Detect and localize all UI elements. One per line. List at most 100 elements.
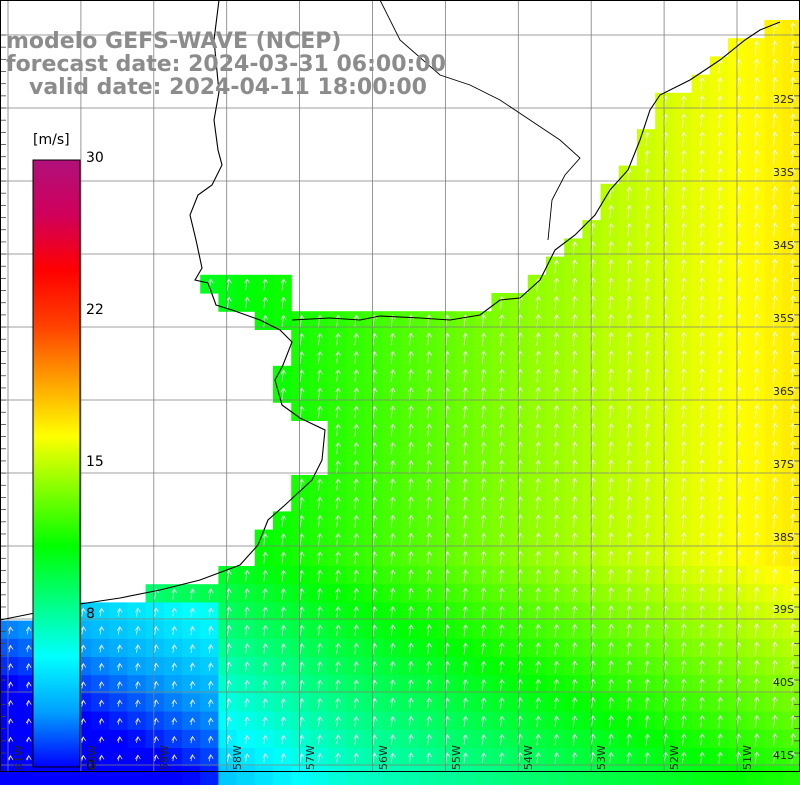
field-cell bbox=[655, 329, 674, 349]
field-cell bbox=[509, 365, 529, 385]
field-cell bbox=[600, 584, 620, 603]
wind-arrow bbox=[699, 623, 705, 638]
wind-arrow bbox=[790, 440, 796, 456]
wind-arrow bbox=[335, 642, 341, 655]
wind-arrow bbox=[608, 641, 614, 656]
field-cell bbox=[746, 547, 765, 567]
field-cell bbox=[600, 693, 620, 713]
field-cell bbox=[491, 456, 511, 476]
wind-arrow bbox=[608, 623, 614, 637]
field-cell bbox=[382, 511, 401, 531]
wind-arrow bbox=[389, 660, 396, 673]
wind-arrow bbox=[189, 735, 196, 744]
wind-arrow bbox=[790, 276, 796, 293]
field-cell bbox=[600, 220, 620, 239]
wind-arrow bbox=[699, 386, 705, 402]
wind-arrow bbox=[699, 714, 705, 728]
field-cell bbox=[182, 729, 201, 749]
field-cell bbox=[218, 693, 238, 713]
field-cell bbox=[564, 274, 583, 294]
wind-arrow bbox=[626, 696, 633, 710]
field-cell bbox=[273, 675, 292, 694]
wind-arrow bbox=[626, 605, 633, 619]
field-cell bbox=[382, 475, 401, 494]
field-cell bbox=[364, 620, 383, 640]
wind-arrow bbox=[772, 678, 778, 692]
field-cell bbox=[436, 365, 456, 385]
field-cell bbox=[345, 493, 365, 512]
field-cell bbox=[218, 675, 238, 694]
field-cell bbox=[400, 566, 420, 585]
field-cell bbox=[473, 365, 492, 385]
wind-arrow bbox=[699, 568, 705, 583]
wind-arrow bbox=[535, 514, 542, 528]
wind-arrow bbox=[298, 514, 305, 528]
wind-arrow bbox=[353, 606, 360, 619]
field-cell bbox=[273, 657, 292, 676]
field-cell bbox=[546, 766, 565, 785]
field-cell bbox=[564, 511, 583, 531]
wind-arrow bbox=[389, 752, 396, 763]
wind-arrow bbox=[681, 186, 687, 201]
field-cell bbox=[728, 365, 747, 385]
field-cell bbox=[728, 111, 747, 130]
field-cell bbox=[473, 748, 492, 767]
field-cell bbox=[200, 602, 219, 622]
field-cell bbox=[473, 566, 492, 585]
wind-arrow bbox=[753, 386, 760, 402]
field-cell bbox=[709, 657, 729, 676]
field-cell bbox=[455, 547, 474, 567]
field-cell bbox=[582, 766, 602, 785]
wind-arrow bbox=[499, 350, 505, 365]
wind-arrow bbox=[280, 606, 287, 618]
field-cell bbox=[746, 420, 765, 440]
field-cell bbox=[509, 566, 529, 585]
wind-arrow bbox=[499, 697, 505, 709]
field-cell bbox=[600, 657, 620, 676]
wind-arrow bbox=[335, 752, 341, 763]
wind-arrow bbox=[790, 422, 796, 438]
field-cell bbox=[345, 347, 365, 367]
field-cell bbox=[764, 638, 784, 658]
wind-arrow bbox=[753, 659, 760, 674]
field-cell bbox=[546, 675, 565, 694]
field-cell bbox=[345, 693, 365, 713]
field-cell bbox=[582, 693, 602, 713]
field-cell bbox=[764, 256, 784, 276]
field-cell bbox=[218, 729, 238, 749]
wind-arrow bbox=[389, 624, 396, 637]
wind-arrow bbox=[408, 697, 414, 709]
field-cell bbox=[618, 729, 638, 749]
field-cell bbox=[746, 111, 765, 130]
field-cell bbox=[527, 566, 547, 585]
wind-arrow bbox=[699, 678, 705, 692]
field-cell bbox=[455, 638, 474, 658]
field-cell bbox=[546, 748, 565, 767]
field-cell bbox=[691, 584, 711, 603]
wind-arrow bbox=[535, 423, 542, 437]
wind-arrow bbox=[153, 662, 159, 671]
field-cell bbox=[564, 620, 583, 640]
field-cell bbox=[746, 748, 765, 767]
wind-arrow bbox=[626, 459, 633, 474]
wind-arrow bbox=[644, 459, 651, 474]
field-cell bbox=[436, 384, 456, 403]
field-cell bbox=[782, 584, 800, 603]
field-cell bbox=[182, 657, 201, 676]
field-cell bbox=[618, 438, 638, 458]
field-cell bbox=[491, 384, 511, 403]
wind-arrow bbox=[772, 513, 778, 529]
wind-arrow bbox=[608, 751, 614, 764]
wind-arrow bbox=[298, 734, 305, 745]
wind-arrow bbox=[681, 641, 687, 656]
wind-arrow bbox=[699, 605, 705, 620]
field-cell bbox=[782, 693, 800, 713]
field-cell bbox=[691, 493, 711, 512]
field-cell bbox=[473, 675, 492, 694]
field-cell bbox=[436, 693, 456, 713]
wind-arrow bbox=[480, 752, 487, 764]
field-cell bbox=[109, 638, 128, 658]
field-cell bbox=[782, 729, 800, 749]
field-cell bbox=[145, 766, 165, 785]
field-cell bbox=[673, 274, 693, 294]
